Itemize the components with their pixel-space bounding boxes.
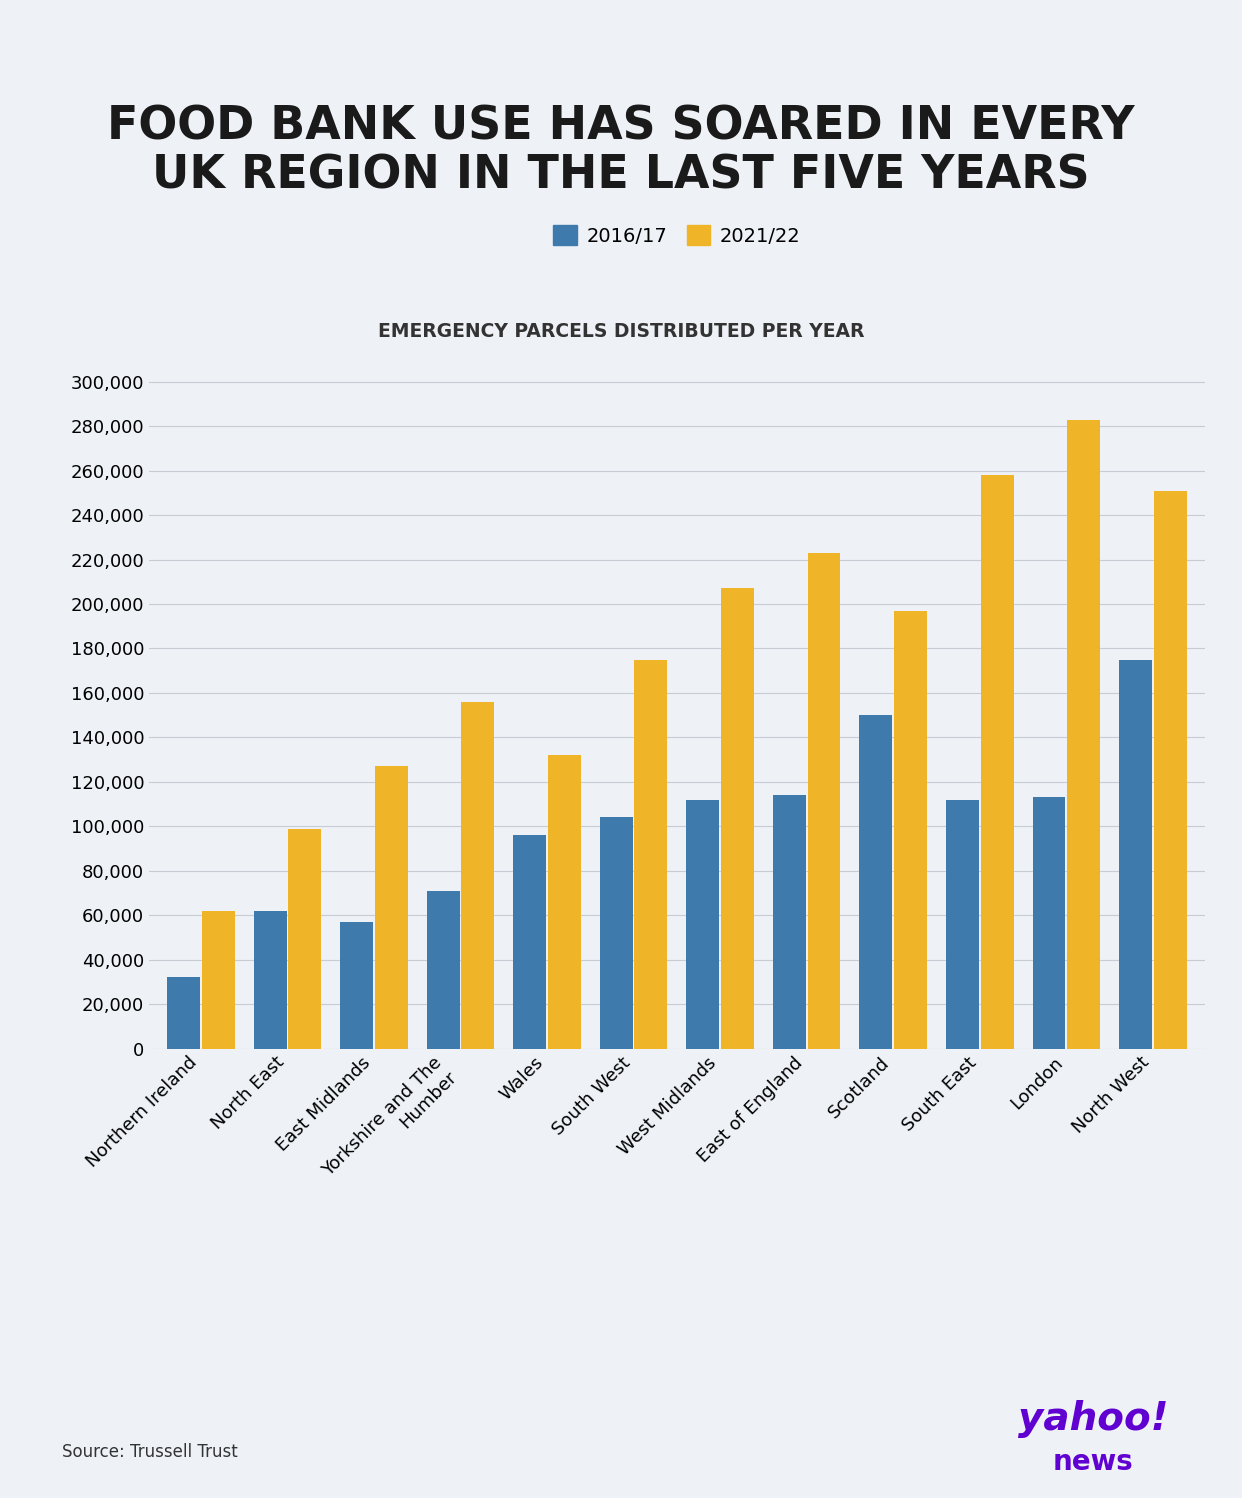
Legend: 2016/17, 2021/22: 2016/17, 2021/22 (545, 217, 809, 253)
Bar (807, 553, 841, 1049)
Text: yahoo!: yahoo! (1017, 1401, 1169, 1438)
Bar (375, 767, 407, 1049)
Bar (600, 818, 632, 1049)
Text: news: news (1052, 1447, 1134, 1476)
Bar (1154, 491, 1186, 1049)
Bar (513, 836, 546, 1049)
Bar (462, 703, 494, 1049)
Text: FOOD BANK USE HAS SOARED IN EVERY
UK REGION IN THE LAST FIVE YEARS: FOOD BANK USE HAS SOARED IN EVERY UK REG… (107, 105, 1135, 198)
Text: Source: Trussell Trust: Source: Trussell Trust (62, 1443, 238, 1461)
Bar (427, 891, 460, 1049)
Bar (201, 911, 235, 1049)
Bar (635, 659, 667, 1049)
Bar (1119, 659, 1153, 1049)
Bar (548, 755, 581, 1049)
Bar (1067, 419, 1100, 1049)
Bar (946, 800, 979, 1049)
Bar (1032, 797, 1066, 1049)
Bar (859, 715, 892, 1049)
Bar (722, 589, 754, 1049)
Bar (288, 828, 322, 1049)
Bar (340, 921, 373, 1049)
Bar (773, 795, 806, 1049)
Text: EMERGENCY PARCELS DISTRIBUTED PER YEAR: EMERGENCY PARCELS DISTRIBUTED PER YEAR (378, 322, 864, 342)
Bar (894, 611, 927, 1049)
Bar (168, 978, 200, 1049)
Bar (981, 475, 1013, 1049)
Bar (253, 911, 287, 1049)
Bar (687, 800, 719, 1049)
